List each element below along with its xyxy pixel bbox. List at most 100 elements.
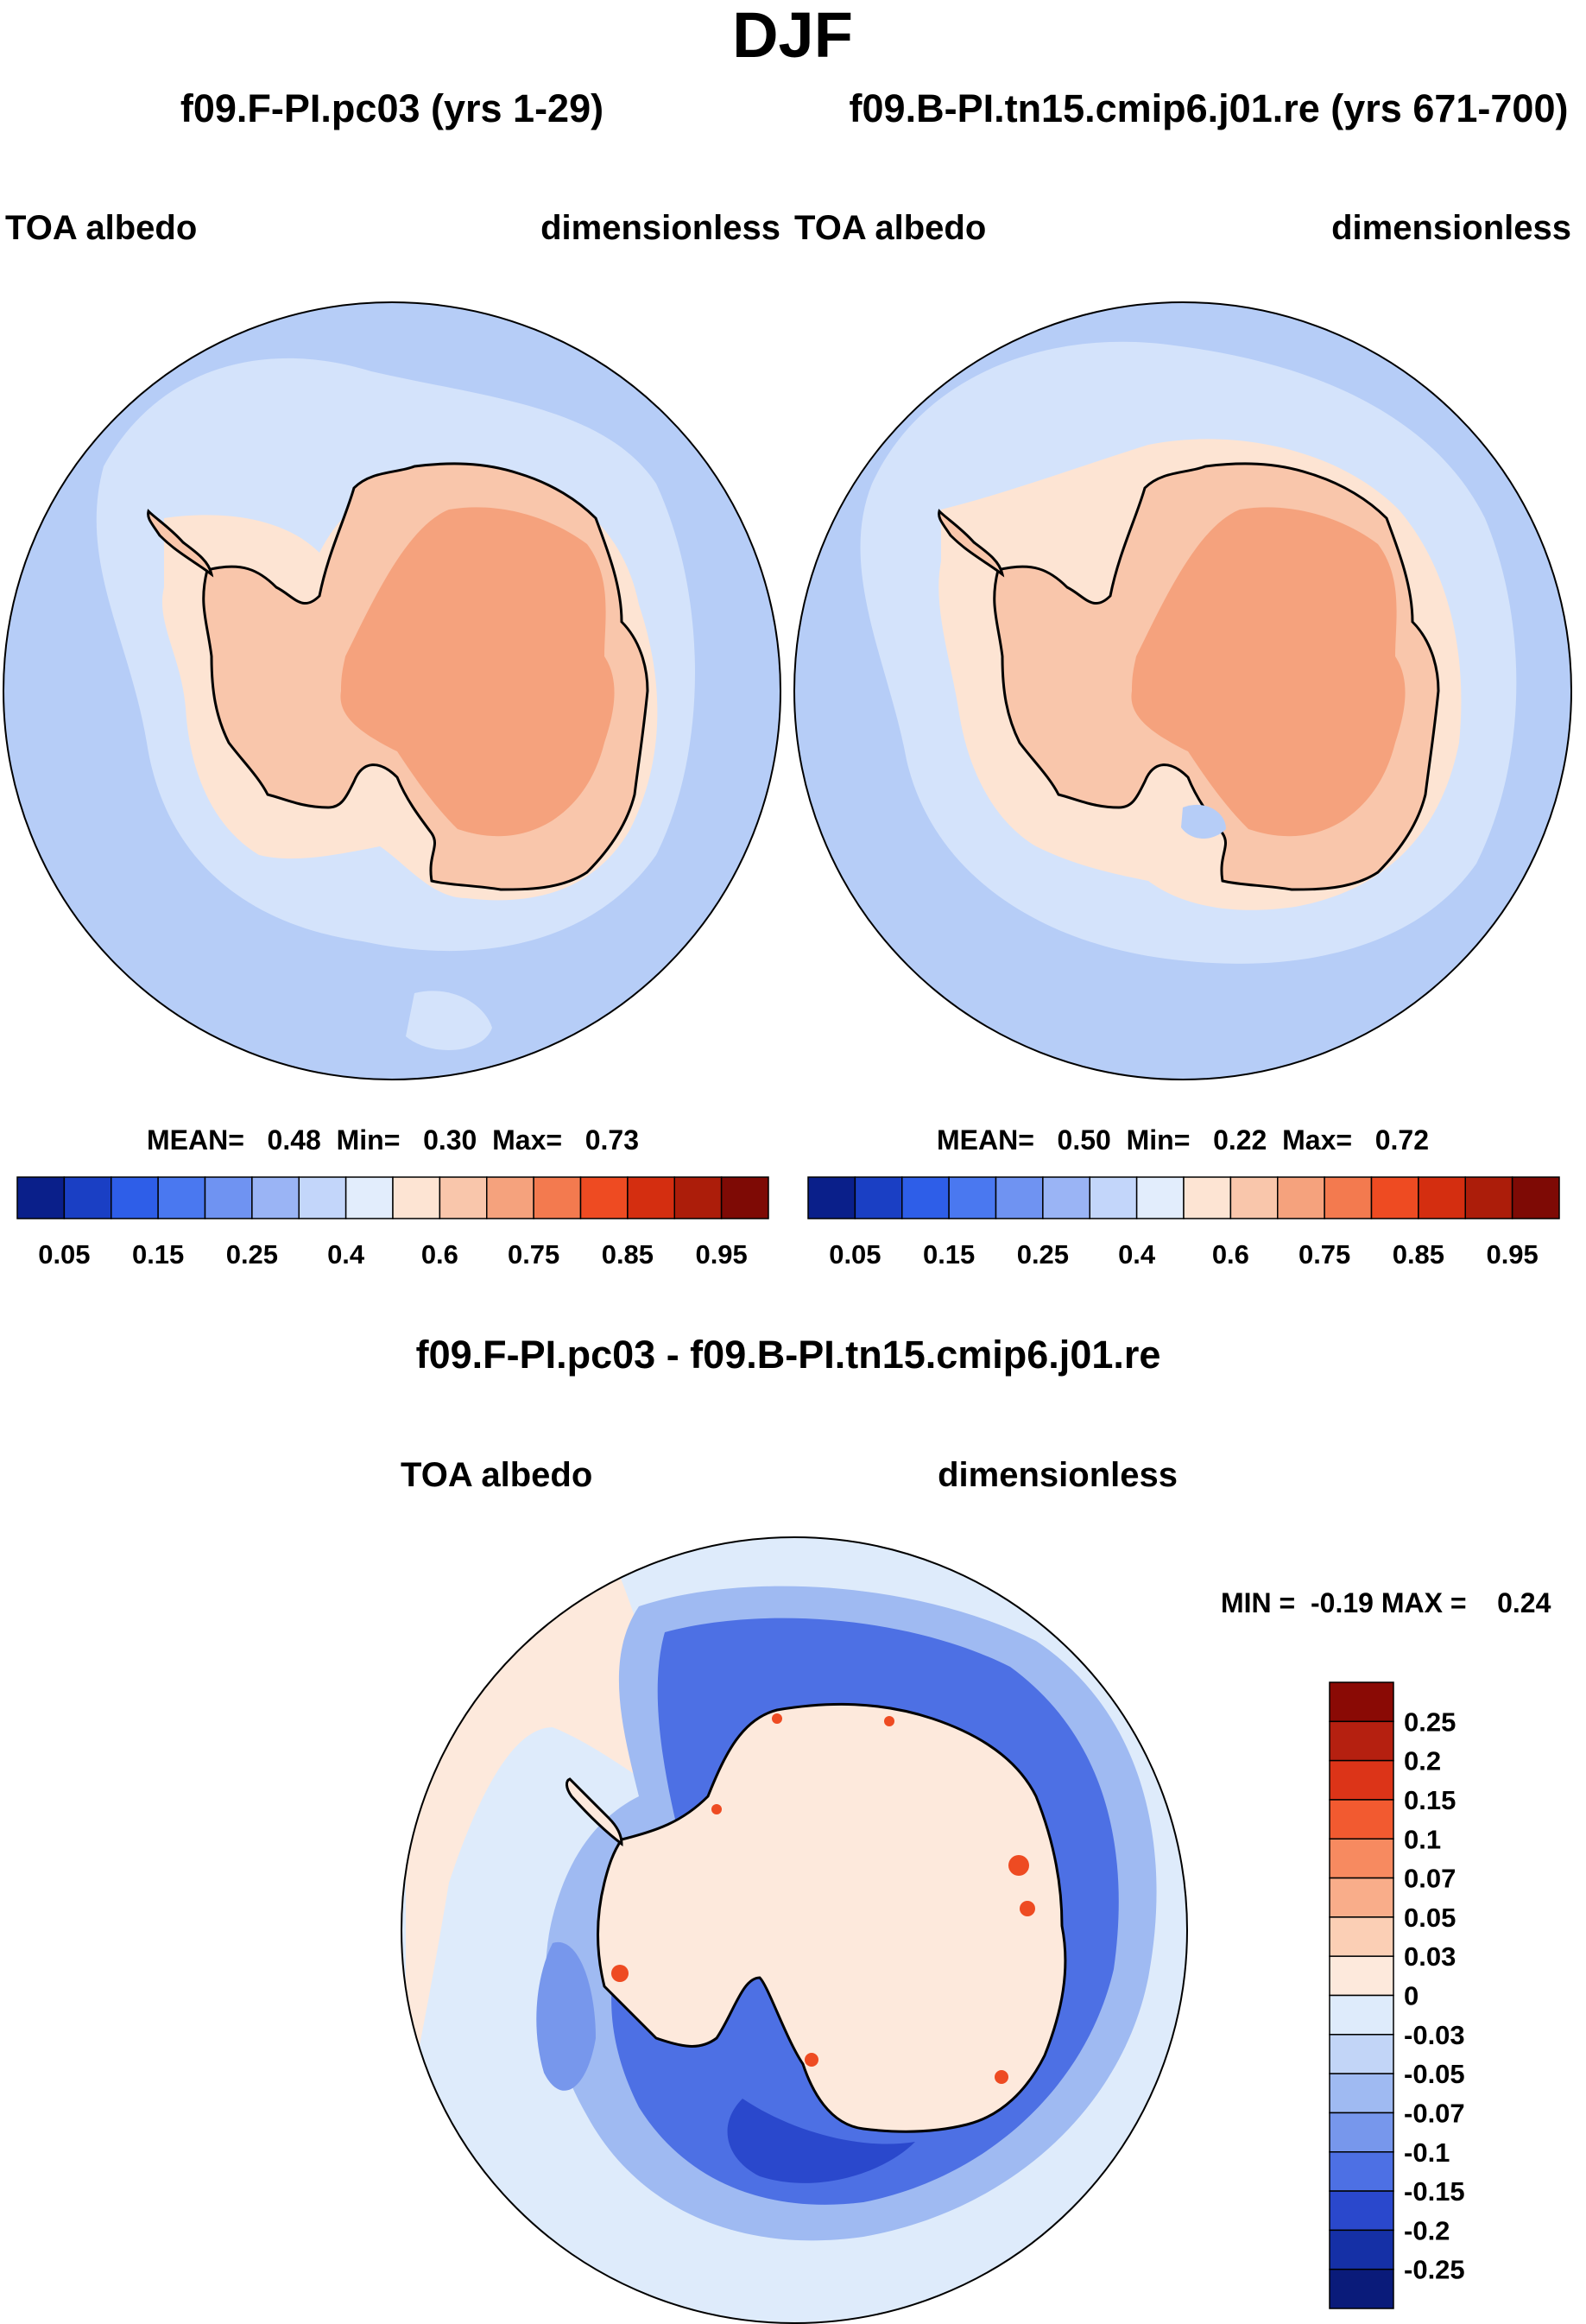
colorbar-swatch [627,1176,675,1219]
colorbar-tick-label: -0.05 [1404,2059,1465,2089]
colorbar-tick-label: 0.03 [1404,1941,1456,1972]
colorbar-swatch [1324,1176,1373,1219]
colorbar-swatch [1135,1176,1185,1219]
map1-peninsula [147,509,214,578]
diff-hotspot [611,1965,629,1982]
colorbar-swatch [1329,2268,1394,2309]
colorbar-tick-label: 0 [1404,1981,1419,2011]
diff-hotspot [1020,1901,1035,1916]
diff-hotspot [995,2070,1008,2084]
colorbar-tick-label: -0.07 [1404,2098,1465,2128]
colorbar-tick-label: 0.4 [327,1239,365,1270]
colorbar-swatch [1329,1720,1394,1762]
diff-map [401,1536,1188,2324]
colorbar-tick-label: 0.75 [1298,1239,1350,1270]
panel1-colorbar: 0.05 0.15 0.25 0.4 0.6 0.75 0.85 0.95 [16,1176,769,1270]
colorbar-swatch [1329,1838,1394,1879]
colorbar-swatch [392,1176,441,1219]
colorbar-tick-label: 0.6 [421,1239,458,1270]
colorbar-swatch [486,1176,534,1219]
colorbar-swatch [1464,1176,1513,1219]
diff-hotspot [805,2053,818,2067]
diff-hotspot [711,1804,722,1814]
colorbar-tick-label: 0.15 [1404,1785,1456,1815]
map1 [3,301,781,1080]
colorbar-swatch [901,1176,950,1219]
colorbar-tick-label: 0.4 [1118,1239,1156,1270]
colorbar-swatch [439,1176,488,1219]
colorbar-tick-label: 0.25 [1404,1707,1456,1737]
diff-ring-deep [727,2099,915,2183]
colorbar-swatch [16,1176,66,1219]
colorbar-tick-label: 0.6 [1212,1239,1249,1270]
colorbar-swatch [1277,1176,1325,1219]
panel2-colorbar: 0.05 0.15 0.25 0.4 0.6 0.75 0.85 0.95 [807,1176,1560,1270]
colorbar-tick-label: 0.15 [923,1239,975,1270]
diff-hotspots [611,1713,1035,2084]
colorbar-tick-label: 0.07 [1404,1864,1456,1894]
colorbar-swatch [1370,1176,1419,1219]
colorbar-swatch [1329,2151,1394,2192]
colorbar-swatch [1329,1916,1394,1957]
colorbar-swatch [673,1176,723,1219]
colorbar-swatch [298,1176,347,1219]
colorbar-swatch [1229,1176,1279,1219]
colorbar-tick-label: 0.25 [1017,1239,1069,1270]
map2-border [793,301,1572,1080]
colorbar-tick-label: -0.03 [1404,2020,1465,2050]
colorbar-swatch [1511,1176,1560,1219]
colorbar-tick-label: 0.95 [1486,1239,1538,1270]
map1-seaice-patch [406,991,492,1051]
diff-colorbar: 0.25 0.2 0.15 0.1 0.07 0.05 0.03 0 -0.03 -0.05 -0.… [1329,1681,1465,2309]
colorbar-swatch [807,1176,856,1219]
colorbar-swatch [720,1176,769,1219]
colorbar-tick-label: 0.1 [1404,1824,1441,1854]
colorbar-swatch [1089,1176,1138,1219]
colorbar-swatch [111,1176,159,1219]
diff-hotspot [1008,1855,1029,1876]
colorbar-tick-label: 0.85 [1393,1239,1444,1270]
colorbar-tick-label: 0.15 [132,1239,184,1270]
colorbar-swatch [533,1176,582,1219]
colorbar-swatch [1329,1994,1394,2036]
panel2-variable-label: TOA albedo [794,209,987,247]
colorbar-tick-label: 0.05 [38,1239,90,1270]
colorbar-swatch [1329,2229,1394,2270]
colorbar-tick-label: -0.25 [1404,2255,1465,2285]
colorbar-tick-label: 0.05 [1404,1903,1456,1933]
colorbar-tick-label: 0.75 [508,1239,559,1270]
diff-border [401,1536,1188,2324]
panel1-stats: MEAN= 0.48 Min= 0.30 Max= 0.73 [146,1124,640,1156]
colorbar-tick-label: 0.25 [226,1239,278,1270]
colorbar-swatch [204,1176,253,1219]
diff-western-blue [536,1941,596,2091]
map2 [793,301,1572,1080]
colorbar-tick-label: 0.05 [829,1239,881,1270]
colorbar-swatch [1329,2190,1394,2232]
map1-border [3,301,781,1080]
colorbar-swatch [251,1176,300,1219]
colorbar-swatch [1329,2073,1394,2114]
diff-units-label: dimensionless [938,1456,1178,1494]
map2-peninsula [938,509,1005,578]
colorbar-swatch [63,1176,112,1219]
colorbar-swatch [344,1176,394,1219]
colorbar-tick-label: 0.95 [695,1239,747,1270]
panel2-stats: MEAN= 0.50 Min= 0.22 Max= 0.72 [936,1124,1430,1156]
colorbar-tick-label: 0.2 [1404,1746,1441,1776]
colorbar-tick-label: 0.85 [602,1239,654,1270]
map2-ross-blue [1181,804,1226,839]
panel1-units-label: dimensionless [540,209,780,247]
colorbar-swatch [1329,2034,1394,2074]
diff-title: f09.F-PI.pc03 - f09.B-PI.tn15.cmip6.j01.… [415,1333,1161,1377]
colorbar-swatch [1329,1799,1394,1840]
diff-minmax: MIN = -0.19 MAX = 0.24 [1221,1587,1551,1618]
colorbar-swatch [1329,1877,1394,1918]
colorbar-tick-label: -0.15 [1404,2176,1465,2207]
colorbar-swatch [1329,2112,1394,2153]
colorbar-swatch [1418,1176,1466,1219]
colorbar-swatch [157,1176,206,1219]
colorbar-tick-label: -0.1 [1404,2137,1450,2168]
panel2-units-label: dimensionless [1331,209,1571,247]
